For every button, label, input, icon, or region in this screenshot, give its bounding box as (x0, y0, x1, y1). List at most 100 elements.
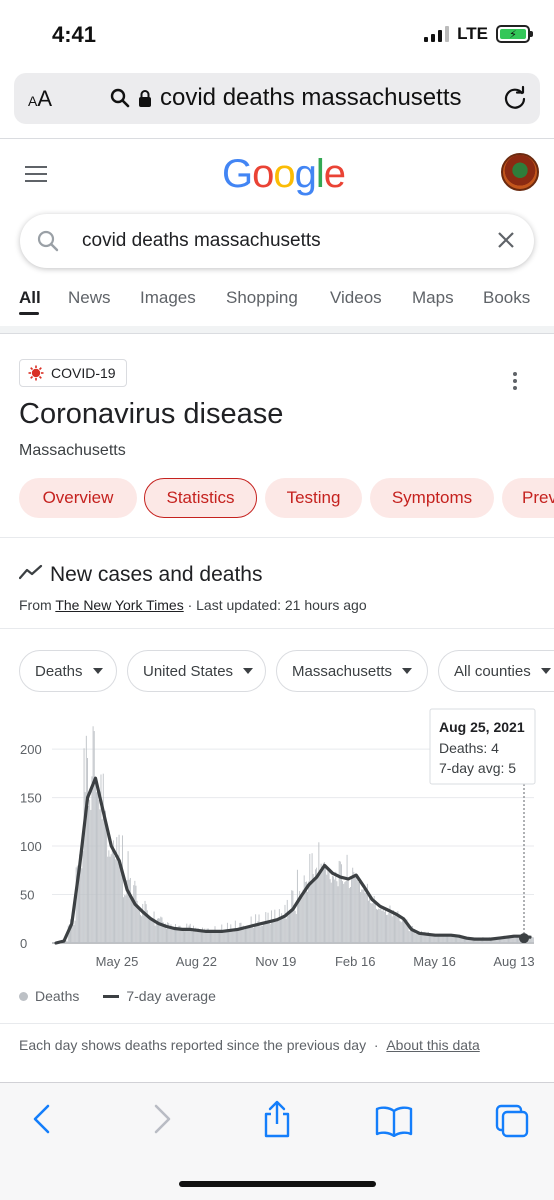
tab-shopping[interactable]: Shopping (226, 288, 298, 307)
deaths-bar (372, 902, 374, 943)
deaths-bar (474, 939, 476, 943)
deaths-bar (224, 929, 226, 943)
tab-maps[interactable]: Maps (412, 288, 454, 307)
tab-books[interactable]: Books (483, 288, 531, 307)
pill-testing[interactable]: Testing (265, 478, 362, 518)
deaths-bar (340, 864, 342, 943)
deaths-bar (406, 919, 408, 943)
deaths-bar (150, 917, 152, 943)
deaths-bar (316, 867, 318, 943)
hamburger-menu-icon[interactable] (25, 166, 47, 187)
covid-chip[interactable]: COVID-19 (19, 359, 127, 387)
deaths-bar (318, 842, 320, 943)
deaths-bar (179, 925, 181, 943)
url-text[interactable]: covid deaths massachusetts (160, 84, 462, 111)
bookmarks-icon[interactable] (375, 1105, 413, 1137)
deaths-bar (457, 936, 459, 943)
avatar[interactable] (501, 153, 539, 191)
deaths-bar (89, 799, 91, 943)
clear-icon[interactable] (494, 228, 518, 252)
forward-icon[interactable] (150, 1103, 174, 1135)
source-link[interactable]: The New York Times (55, 597, 184, 613)
deaths-bar (223, 932, 225, 943)
deaths-bar (202, 927, 204, 943)
chart-legend: Deaths 7-day average (19, 988, 216, 1004)
tab-news[interactable]: News (68, 288, 111, 307)
deaths-bar (422, 932, 424, 943)
deaths-bar (313, 879, 315, 943)
text-size-button[interactable]: AA (28, 86, 53, 111)
deaths-bar (101, 819, 103, 943)
address-bar[interactable]: AA covid deaths massachusetts (14, 73, 540, 124)
deaths-bar (273, 920, 275, 943)
deaths-bar (143, 912, 145, 943)
deaths-bar (331, 875, 333, 943)
google-logo[interactable]: Google (222, 152, 346, 196)
deaths-bar (188, 925, 190, 943)
deaths-bar (120, 870, 122, 943)
deaths-bar (509, 937, 511, 943)
metric-dropdown[interactable]: Deaths (19, 650, 117, 692)
section-title: New cases and deaths (50, 563, 263, 586)
country-dropdown[interactable]: United States (127, 650, 266, 692)
tab-images[interactable]: Images (140, 288, 196, 307)
deaths-bar (291, 890, 293, 943)
pill-overview[interactable]: Overview (19, 478, 137, 518)
deaths-bar (440, 935, 442, 943)
tab-videos[interactable]: Videos (330, 288, 382, 307)
more-options-icon[interactable] (513, 372, 517, 393)
deaths-bar (399, 921, 401, 943)
deaths-bar (71, 924, 73, 943)
deaths-bar (171, 929, 173, 943)
pill-statistics[interactable]: Statistics (144, 478, 257, 518)
deaths-bar (312, 874, 314, 943)
pill-prevention[interactable]: Prev (502, 478, 554, 518)
deaths-bar (177, 927, 179, 943)
deaths-bar (286, 899, 288, 943)
deaths-bar (213, 932, 215, 943)
deaths-bar (298, 900, 299, 943)
back-icon[interactable] (30, 1103, 54, 1135)
deaths-bar (70, 919, 71, 943)
tab-all[interactable]: All (19, 288, 41, 307)
deaths-bar (212, 932, 214, 943)
deaths-bar (272, 919, 274, 943)
deaths-bar (326, 874, 328, 943)
deaths-bar (108, 850, 110, 943)
deaths-bar (88, 805, 90, 943)
reload-icon[interactable] (502, 85, 528, 111)
deaths-bar (163, 926, 165, 943)
search-box[interactable]: covid deaths massachusetts (20, 214, 534, 268)
deaths-bar (254, 925, 255, 943)
pill-symptoms[interactable]: Symptoms (370, 478, 494, 518)
signal-icon (424, 26, 450, 42)
deaths-bar (479, 938, 481, 943)
deaths-bar (329, 879, 331, 943)
deaths-bar (158, 918, 160, 943)
deaths-bar (73, 924, 75, 943)
deaths-bar (94, 778, 96, 943)
deaths-bar (444, 935, 446, 943)
about-data-link[interactable]: About this data (386, 1037, 480, 1053)
deaths-bar (187, 930, 189, 943)
browser-toolbar (0, 1082, 554, 1200)
search-tabs: All News Images Shopping Videos Maps Boo… (0, 286, 554, 324)
deaths-bar (215, 931, 217, 943)
deaths-bar (131, 900, 132, 943)
state-dropdown[interactable]: Massachusetts (276, 650, 428, 692)
deaths-bar (267, 912, 269, 943)
tabs-icon[interactable] (494, 1103, 530, 1139)
covid-chip-label: COVID-19 (51, 365, 116, 381)
deaths-bar (133, 885, 135, 943)
deaths-bar (81, 868, 83, 943)
deaths-bar (389, 905, 391, 943)
share-icon[interactable] (262, 1099, 292, 1139)
county-dropdown[interactable]: All counties (438, 650, 554, 692)
deaths-bar (263, 924, 264, 943)
deaths-chart[interactable]: 0 50 100 150 200 May 25 Aug 22 Nov 19 Feb 16 May … (0, 700, 554, 980)
deaths-bar (421, 930, 423, 943)
deaths-bar (189, 923, 191, 943)
y-tick-label: 150 (20, 791, 42, 806)
deaths-bar (225, 929, 227, 943)
search-input[interactable]: covid deaths massachusetts (82, 230, 321, 251)
